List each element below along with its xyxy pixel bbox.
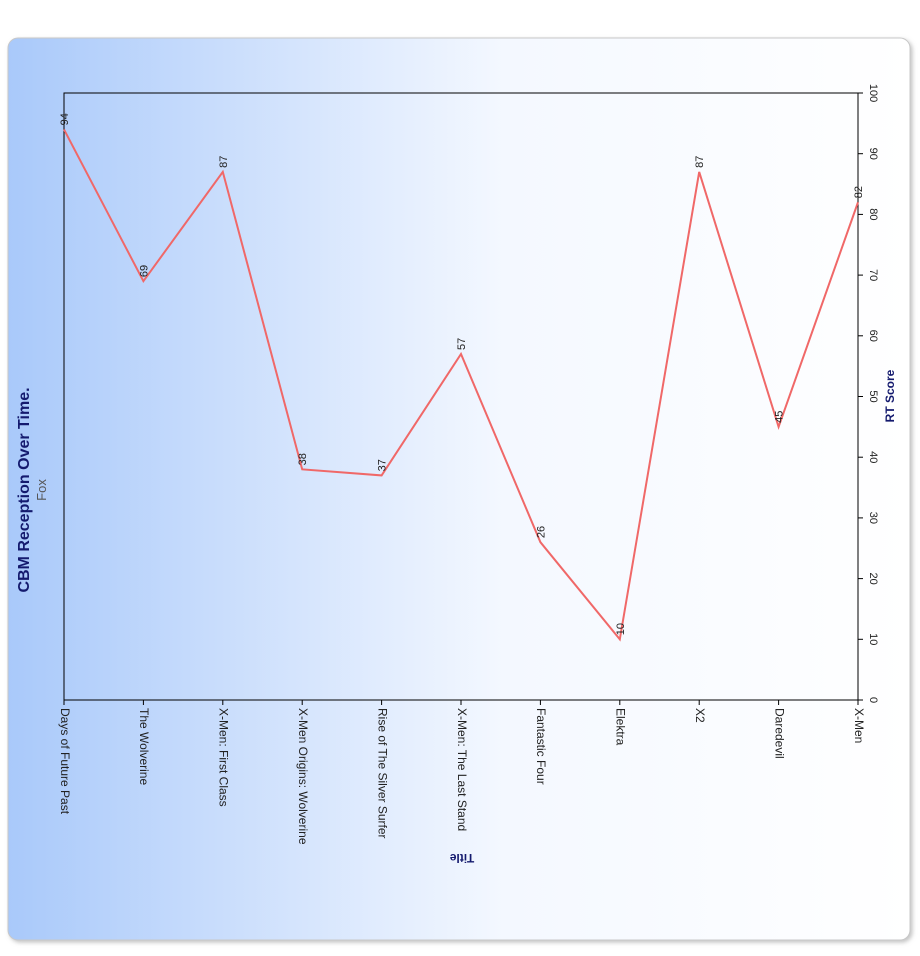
x-tick-label: X-Men: The Last Stand: [455, 708, 469, 831]
y-tick-label: 30: [867, 512, 879, 524]
x-tick-label: The Wolverine: [137, 708, 151, 785]
x-tick-label: X-Men: First Class: [217, 708, 231, 807]
y-tick-label: 70: [867, 269, 879, 281]
y-tick-label: 0: [867, 697, 879, 703]
y-tick-label: 60: [867, 330, 879, 342]
chart-subtitle: Fox: [34, 479, 49, 501]
data-label: 69: [138, 265, 150, 277]
x-axis-label: Title: [449, 851, 474, 865]
y-tick-label: 40: [867, 451, 879, 463]
x-tick-label: Daredevil: [772, 708, 786, 759]
y-axis-label: RT Score: [883, 369, 897, 422]
x-tick-label: X2: [693, 708, 707, 723]
data-label: 45: [774, 411, 786, 423]
x-tick-label: Elektra: [614, 708, 628, 746]
data-label: 82: [853, 186, 865, 198]
x-tick-label: X-Men Origins: Wolverine: [296, 708, 310, 845]
x-tick-label: X-Men: [852, 708, 866, 743]
data-label: 87: [694, 156, 706, 168]
data-label: 10: [615, 623, 627, 635]
chart-title: CBM Reception Over Time.: [16, 387, 33, 592]
data-label: 37: [377, 459, 389, 471]
y-tick-label: 50: [867, 390, 879, 402]
y-tick-label: 10: [867, 633, 879, 645]
data-label: 87: [218, 156, 230, 168]
y-tick-label: 100: [867, 84, 879, 102]
data-label: 38: [297, 453, 309, 465]
y-tick-label: 90: [867, 148, 879, 160]
x-tick-label: Fantastic Four: [534, 708, 548, 785]
data-label: 94: [59, 113, 71, 125]
data-label: 26: [535, 526, 547, 538]
line-series: [63, 128, 859, 642]
y-tick-label: 20: [867, 572, 879, 584]
y-tick-label: 80: [867, 208, 879, 220]
data-label: 57: [456, 338, 468, 350]
x-tick-label: Rise of The Silver Surfer: [375, 708, 389, 839]
x-tick-label: Days of Future Past: [58, 708, 72, 815]
